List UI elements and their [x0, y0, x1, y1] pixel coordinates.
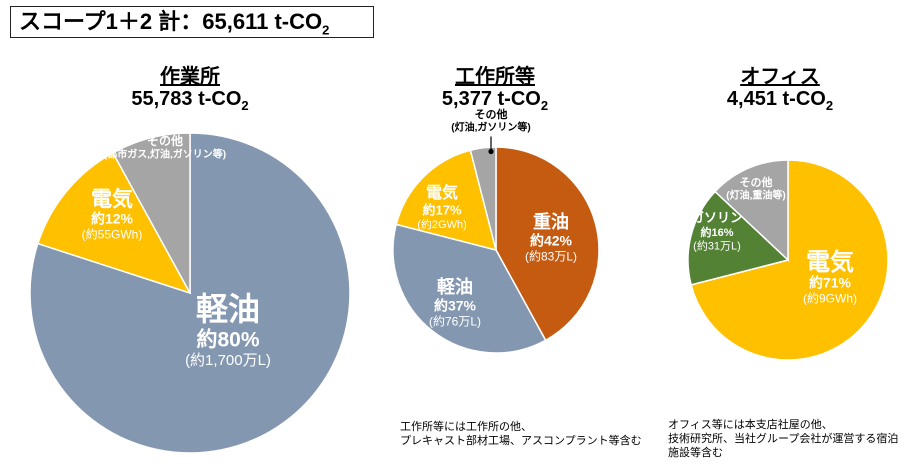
chart-3-label-gasoline-name: ガソリン: [691, 210, 743, 225]
chart-3-slice-gasoline: [687, 190, 790, 286]
chart-2-label-keiyu-percent: 約37%: [434, 298, 477, 314]
chart-3-title: オフィス: [740, 66, 820, 88]
chart-1-label-sonota-amount: (都市ガス,灯油,ガソリン等): [104, 148, 226, 161]
chart-2-slice-sonota: [469, 146, 497, 251]
chart-3-total-text: 4,451 t-CO: [726, 88, 826, 110]
scope-total-header: スコープ1＋2 計：65,611 t-CO2: [10, 6, 374, 38]
chart-1-label-keiyu-amount: (約1,700万L): [185, 352, 271, 369]
chart-2-label-keiyu-amount: (約76万L): [429, 314, 481, 329]
chart-3-label-denki-amount: (約9GWh): [803, 291, 857, 306]
chart-1-label-denki-amount: (約55GWh): [82, 227, 143, 242]
chart-2-label-juyu-amount: (約83万L): [525, 249, 577, 264]
chart-1-label-keiyu-name: 軽油: [196, 291, 260, 327]
chart-2-label-sonota-name: その他: [475, 107, 508, 121]
chart-1-total-subscript: 2: [241, 98, 249, 113]
chart-1-label-denki-percent: 約12%: [91, 211, 134, 227]
chart-2-footnote: 工作所等には工作所の他、 プレキャスト部材工場、アスコンプラント等含む: [400, 421, 642, 447]
chart-2-label-sonota-amount: (灯油,ガソリン等): [451, 121, 530, 134]
chart-3-slice-denki: [690, 159, 889, 361]
chart-1-label-denki-name: 電気: [91, 187, 133, 211]
chart-1-title: 作業所: [160, 66, 220, 88]
chart-2-slice-juyu: [495, 146, 600, 342]
chart-2-slice-denki: [395, 149, 498, 252]
chart-2-callout-dot: [488, 148, 494, 155]
chart-2-total-text: 5,377 t-CO: [441, 88, 541, 110]
chart-1-slice-denki: [36, 151, 192, 295]
chart-1-label-keiyu-percent: 約80%: [196, 327, 259, 351]
chart-3-label-gasoline-amount: (約31万L): [693, 239, 741, 253]
chart-2-label-juyu-percent: 約42%: [530, 233, 573, 249]
chart-2-title: 工作所等: [455, 66, 535, 88]
chart-2-slice-keiyu: [392, 223, 547, 354]
chart-2-label-keiyu-name: 軽油: [437, 276, 473, 297]
chart-2-total-subscript: 2: [540, 98, 549, 113]
chart-2-label-denki-amount: (約2GWh): [417, 217, 467, 231]
chart-2-label-denki-percent: 約17%: [422, 202, 461, 217]
chart-2-label-juyu-name: 重油: [533, 211, 569, 232]
chart-3-label-sonota-amount: (灯油,重油等): [726, 189, 785, 202]
chart-2-total: 5,377 t-CO2: [405, 88, 585, 117]
chart-1-label-sonota-name: その他: [147, 133, 183, 148]
chart-3-total-subscript: 2: [825, 98, 834, 113]
scope-total-subscript: 2: [322, 22, 330, 38]
chart-1-slice-sonota: [111, 132, 191, 294]
chart-3-slice-sonota: [714, 159, 789, 262]
chart-3-label-gasoline-percent: 約16%: [700, 225, 733, 239]
chart-3-footnote: オフィス等には本支店社屋の他、 技術研究所、当社グループ会社が運営する宿泊 施設…: [668, 419, 899, 459]
chart-3-label-sonota-name: その他: [740, 175, 773, 189]
scope-total-text: スコープ1＋2 計：65,611 t-CO: [19, 9, 323, 34]
chart-1-total: 55,783 t-CO2: [100, 88, 280, 117]
chart-3-total: 4,451 t-CO2: [695, 88, 865, 117]
chart-2-label-denki-name: 電気: [426, 183, 458, 202]
chart-3-label-denki-name: 電気: [806, 248, 854, 276]
chart-3-label-denki-percent: 約71%: [809, 275, 852, 291]
chart-1-total-text: 55,783 t-CO: [131, 88, 242, 110]
